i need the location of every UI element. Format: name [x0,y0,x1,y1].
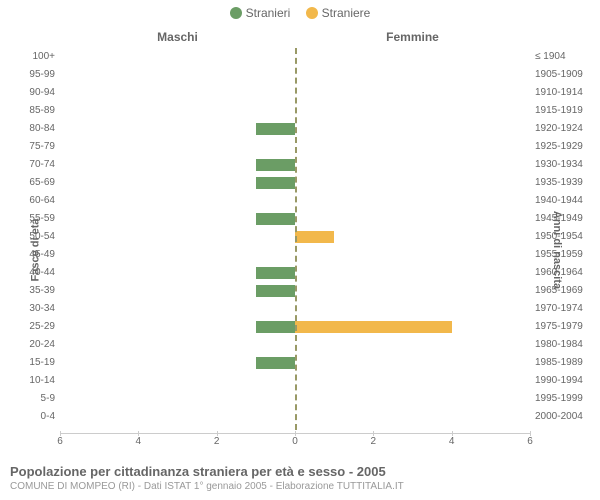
age-label: 70-74 [5,156,55,174]
chart-container: Stranieri Straniere Maschi Femmine Fasce… [0,0,600,500]
column-header-female: Femmine [295,30,530,48]
age-label: 30-34 [5,300,55,318]
birth-year-label: 2000-2004 [535,408,595,426]
bar-male [256,321,295,333]
legend-item-male: Stranieri [230,6,291,20]
birth-year-label: 1925-1929 [535,138,595,156]
bar-male [256,285,295,297]
birth-year-label: 1985-1989 [535,354,595,372]
age-label: 50-54 [5,228,55,246]
legend-label-female: Straniere [322,6,371,20]
x-tick-label: 4 [136,436,142,447]
birth-year-label: 1965-1969 [535,282,595,300]
bar-male [256,267,295,279]
bar-male [256,159,295,171]
age-label: 10-14 [5,372,55,390]
birth-year-label: 1975-1979 [535,318,595,336]
age-label: 20-24 [5,336,55,354]
x-tick-label: 2 [371,436,377,447]
x-tick-label: 6 [527,436,533,447]
birth-year-label: 1930-1934 [535,156,595,174]
age-label: 55-59 [5,210,55,228]
age-label: 90-94 [5,84,55,102]
x-tick-label: 6 [57,436,63,447]
birth-year-label: 1910-1914 [535,84,595,102]
age-label: 45-49 [5,246,55,264]
bar-female [295,321,452,333]
column-header-male: Maschi [60,30,295,48]
bar-female [295,231,334,243]
footer-subtitle: COMUNE DI MOMPEO (RI) - Dati ISTAT 1° ge… [10,481,590,492]
legend: Stranieri Straniere [0,6,600,22]
age-label: 95-99 [5,66,55,84]
age-label: 0-4 [5,408,55,426]
age-label: 25-29 [5,318,55,336]
birth-year-label: 1940-1944 [535,192,595,210]
birth-year-label: 1960-1964 [535,264,595,282]
x-tick-label: 4 [449,436,455,447]
legend-item-female: Straniere [306,6,371,20]
birth-year-label: 1915-1919 [535,102,595,120]
legend-swatch-female [306,7,318,19]
age-label: 15-19 [5,354,55,372]
age-label: 5-9 [5,390,55,408]
age-label: 40-44 [5,264,55,282]
x-ticks: 6 4 2 0 2 4 6 [60,436,530,450]
legend-label-male: Stranieri [246,6,291,20]
bar-male [256,123,295,135]
birth-year-label: 1990-1994 [535,372,595,390]
birth-year-label: 1935-1939 [535,174,595,192]
legend-swatch-male [230,7,242,19]
birth-year-label: 1970-1974 [535,300,595,318]
age-label: 75-79 [5,138,55,156]
age-label: 100+ [5,48,55,66]
chart-footer: Popolazione per cittadinanza straniera p… [10,464,590,492]
birth-year-label: 1905-1909 [535,66,595,84]
x-tick-label: 2 [214,436,220,447]
birth-year-label: 1955-1959 [535,246,595,264]
birth-year-label: 1980-1984 [535,336,595,354]
footer-title: Popolazione per cittadinanza straniera p… [10,464,590,479]
plot-area: 100+≤ 190495-991905-190990-941910-191485… [60,48,530,430]
age-label: 35-39 [5,282,55,300]
age-label: 60-64 [5,192,55,210]
birth-year-label: ≤ 1904 [535,48,595,66]
age-label: 65-69 [5,174,55,192]
age-label: 85-89 [5,102,55,120]
x-tick-label: 0 [292,436,298,447]
bar-male [256,357,295,369]
center-line [295,48,297,430]
column-headers: Maschi Femmine [60,30,530,48]
birth-year-label: 1995-1999 [535,390,595,408]
bar-male [256,177,295,189]
birth-year-label: 1950-1954 [535,228,595,246]
age-label: 80-84 [5,120,55,138]
birth-year-label: 1945-1949 [535,210,595,228]
bar-male [256,213,295,225]
birth-year-label: 1920-1924 [535,120,595,138]
